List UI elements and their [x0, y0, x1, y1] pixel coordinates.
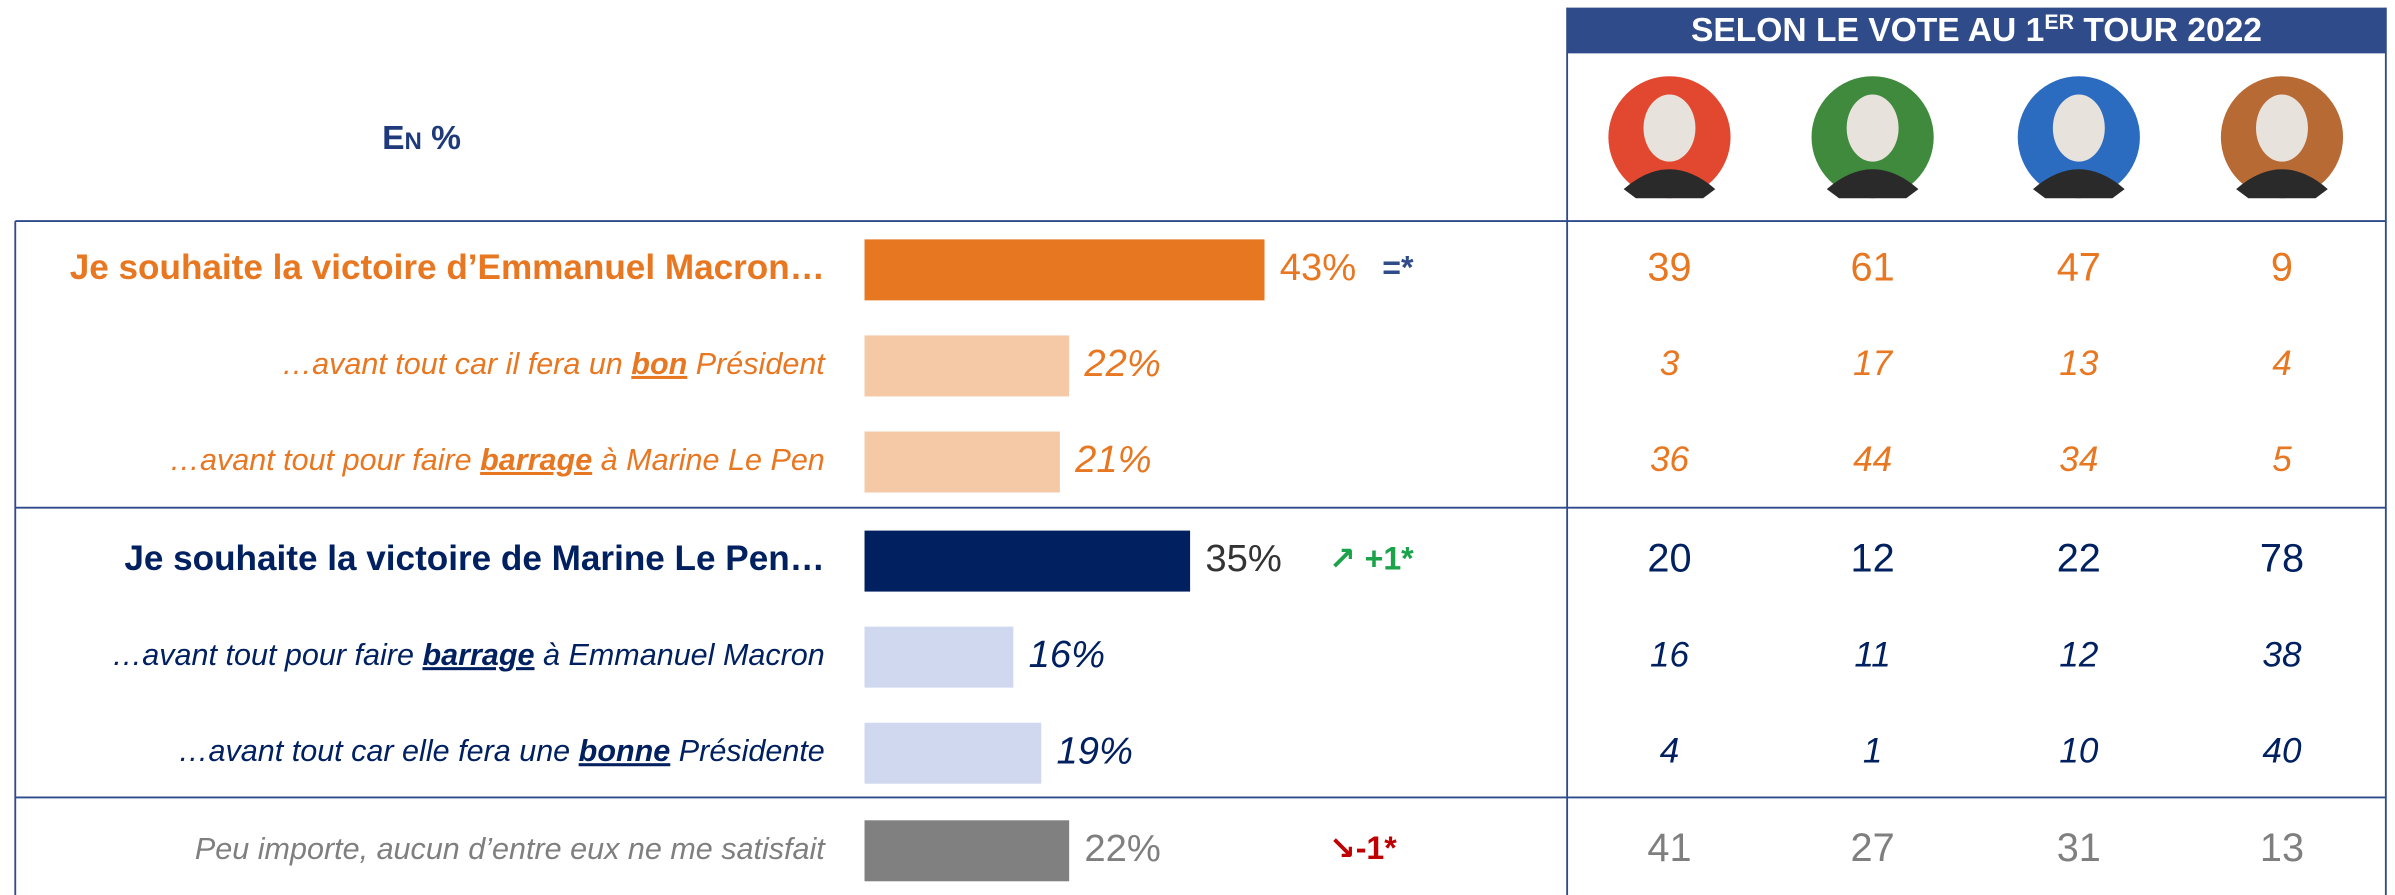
column-value: 1 [1863, 731, 1883, 770]
value-label: 21% [1074, 438, 1151, 481]
column-value: 12 [2059, 635, 2098, 674]
row-label: …avant tout car elle fera une bonne Prés… [178, 734, 825, 768]
column-value: 4 [2272, 344, 2292, 383]
row-label-part: Je souhaite la victoire de Marine Le Pen… [124, 539, 824, 578]
column-header-part: SELON LE VOTE AU 1 [1691, 12, 2044, 49]
change-label: ↗ +1* [1329, 541, 1414, 577]
column-value: 11 [1854, 635, 1890, 674]
column-value: 12 [1851, 537, 1895, 581]
column-value: 9 [2271, 245, 2293, 289]
column-value: 47 [2057, 245, 2101, 289]
photo-face [2053, 95, 2105, 162]
column-value: 39 [1647, 245, 1691, 289]
row-label-part: Président [687, 347, 826, 381]
column-value: 3 [1660, 344, 1680, 383]
column-value: 13 [2059, 344, 2099, 383]
row-label: Je souhaite la victoire d’Emmanuel Macro… [70, 248, 825, 287]
column-value: 78 [2260, 537, 2304, 581]
bar [865, 239, 1265, 300]
column-value: 10 [2059, 731, 2099, 770]
column-value: 34 [2059, 440, 2098, 479]
row-label: Je souhaite la victoire de Marine Le Pen… [124, 539, 824, 578]
column-header-part: TOUR 2022 [2074, 12, 2262, 49]
bar [865, 431, 1060, 492]
column-value: 40 [2262, 731, 2302, 770]
row-label: …avant tout car il fera un bon Président [282, 347, 827, 381]
row-label-part: Je souhaite la victoire d’Emmanuel Macro… [70, 248, 825, 287]
value-label: 22% [1084, 827, 1160, 870]
column-value: 31 [2057, 826, 2101, 870]
value-label: 43% [1280, 246, 1356, 289]
unit-label: En % [382, 120, 461, 157]
value-label: 35% [1205, 537, 1281, 580]
bar [865, 531, 1191, 592]
column-value: 61 [1851, 245, 1895, 289]
row-label-part: barrage [422, 638, 534, 672]
row-label: …avant tout pour faire barrage à Marine … [169, 443, 824, 477]
change-label: ↘-1* [1329, 830, 1397, 866]
page: En % SELON LE VOTE AU 1ER TOUR 2022 Je so… [0, 0, 2395, 895]
value-label: 16% [1029, 633, 1105, 676]
row-label-part: Peu importe, aucun d’entre eux ne me sat… [195, 832, 826, 866]
row-label-part: …avant tout car elle fera une [178, 734, 579, 768]
bar [865, 723, 1042, 784]
column-value: 4 [1660, 731, 1680, 770]
photo-face [1847, 95, 1899, 162]
column-value: 41 [1647, 826, 1691, 870]
row-label-part: bon [631, 347, 687, 381]
bar [865, 820, 1070, 881]
row-label-part: barrage [480, 443, 592, 477]
row-label-part: bonne [579, 734, 671, 768]
column-value: 38 [2262, 635, 2302, 674]
bar [865, 335, 1070, 396]
column-value: 44 [1853, 440, 1892, 479]
column-header-part: ER [2044, 10, 2074, 34]
column-header: SELON LE VOTE AU 1ER TOUR 2022 [1691, 10, 2262, 49]
row-label-part: à Emmanuel Macron [535, 638, 825, 672]
row-label-part: Présidente [670, 734, 825, 768]
column-value: 22 [2057, 537, 2101, 581]
column-value: 17 [1853, 344, 1894, 383]
column-value: 13 [2260, 826, 2304, 870]
photo-face [1644, 95, 1696, 162]
change-label: =* [1382, 249, 1414, 285]
column-value: 16 [1650, 635, 1690, 674]
value-label: 19% [1057, 729, 1133, 772]
value-label: 22% [1083, 342, 1160, 385]
column-value: 36 [1650, 440, 1690, 479]
photo-face [2256, 95, 2308, 162]
chart: En % SELON LE VOTE AU 1ER TOUR 2022 Je so… [0, 0, 2395, 895]
row-label-part: …avant tout pour faire [112, 638, 423, 672]
column-value: 27 [1851, 826, 1895, 870]
column-value: 20 [1647, 537, 1691, 581]
row-label: Peu importe, aucun d’entre eux ne me sat… [195, 832, 826, 866]
row-label-part: …avant tout car il fera un [282, 347, 632, 381]
row-label-part: à Marine Le Pen [592, 443, 825, 477]
row-label-part: …avant tout pour faire [169, 443, 480, 477]
row-label: …avant tout pour faire barrage à Emmanue… [112, 638, 825, 672]
bar [865, 627, 1014, 688]
column-value: 5 [2272, 440, 2292, 479]
